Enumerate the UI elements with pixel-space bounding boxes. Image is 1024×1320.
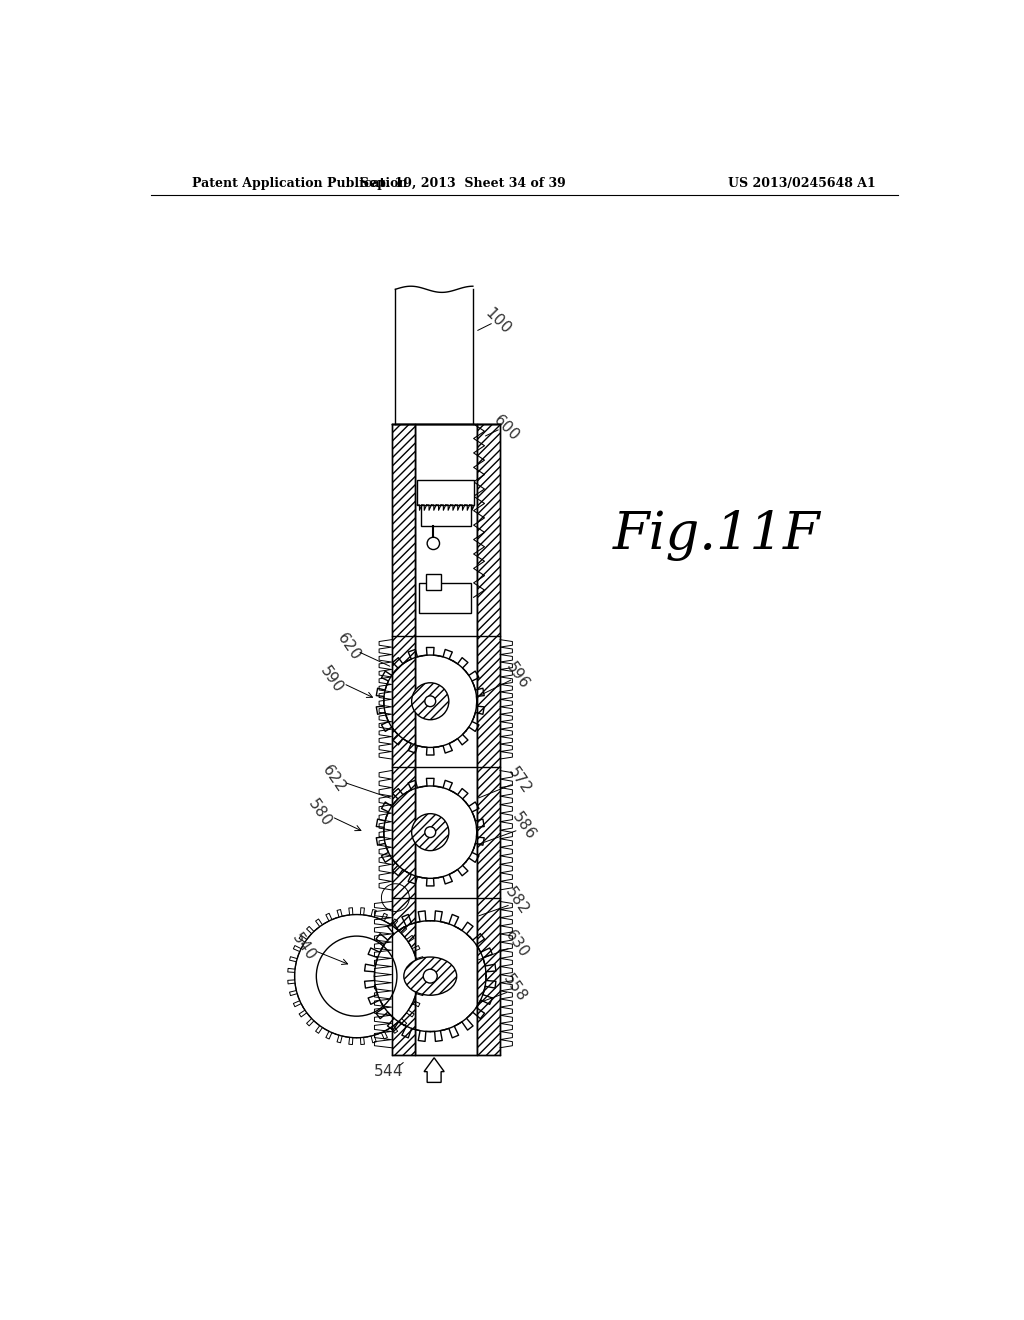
Bar bbox=[421, 504, 471, 525]
Bar bbox=[426, 574, 441, 590]
Text: Sep. 19, 2013  Sheet 34 of 39: Sep. 19, 2013 Sheet 34 of 39 bbox=[359, 177, 565, 190]
Text: $\mathit{622}$: $\mathit{622}$ bbox=[319, 760, 349, 793]
Circle shape bbox=[316, 936, 397, 1016]
Circle shape bbox=[423, 969, 437, 983]
Circle shape bbox=[295, 915, 419, 1038]
Text: $\mathit{620}$: $\mathit{620}$ bbox=[334, 628, 365, 661]
Circle shape bbox=[425, 826, 435, 838]
Text: Fig.11F: Fig.11F bbox=[613, 511, 821, 561]
Bar bbox=[417, 480, 474, 506]
Text: $\mathit{582}$: $\mathit{582}$ bbox=[502, 883, 532, 916]
Bar bbox=[419, 583, 471, 612]
Text: $\mathit{590}$: $\mathit{590}$ bbox=[316, 661, 347, 694]
Text: $\mathit{586}$: $\mathit{586}$ bbox=[510, 808, 540, 841]
Bar bbox=[415, 424, 477, 1056]
Circle shape bbox=[425, 696, 435, 706]
Text: $\mathit{540}$: $\mathit{540}$ bbox=[290, 928, 319, 962]
Text: $\mathit{630}$: $\mathit{630}$ bbox=[502, 925, 532, 960]
Text: $\mathit{544}$: $\mathit{544}$ bbox=[373, 1063, 402, 1078]
FancyArrow shape bbox=[424, 1057, 444, 1082]
Ellipse shape bbox=[403, 957, 457, 995]
Text: Patent Application Publication: Patent Application Publication bbox=[191, 177, 408, 190]
Text: $\mathit{558}$: $\mathit{558}$ bbox=[501, 969, 530, 1003]
Circle shape bbox=[412, 813, 449, 850]
Text: $\mathit{572}$: $\mathit{572}$ bbox=[506, 762, 535, 795]
Circle shape bbox=[427, 537, 439, 549]
Text: US 2013/0245648 A1: US 2013/0245648 A1 bbox=[728, 177, 877, 190]
Bar bbox=[477, 424, 500, 1056]
Circle shape bbox=[412, 682, 449, 719]
Text: $\mathit{600}$: $\mathit{600}$ bbox=[489, 411, 522, 442]
Bar bbox=[391, 424, 415, 1056]
Text: $\mathit{580}$: $\mathit{580}$ bbox=[305, 795, 336, 828]
Text: $\mathit{100}$: $\mathit{100}$ bbox=[482, 304, 515, 337]
Text: $\mathit{596}$: $\mathit{596}$ bbox=[504, 657, 534, 690]
